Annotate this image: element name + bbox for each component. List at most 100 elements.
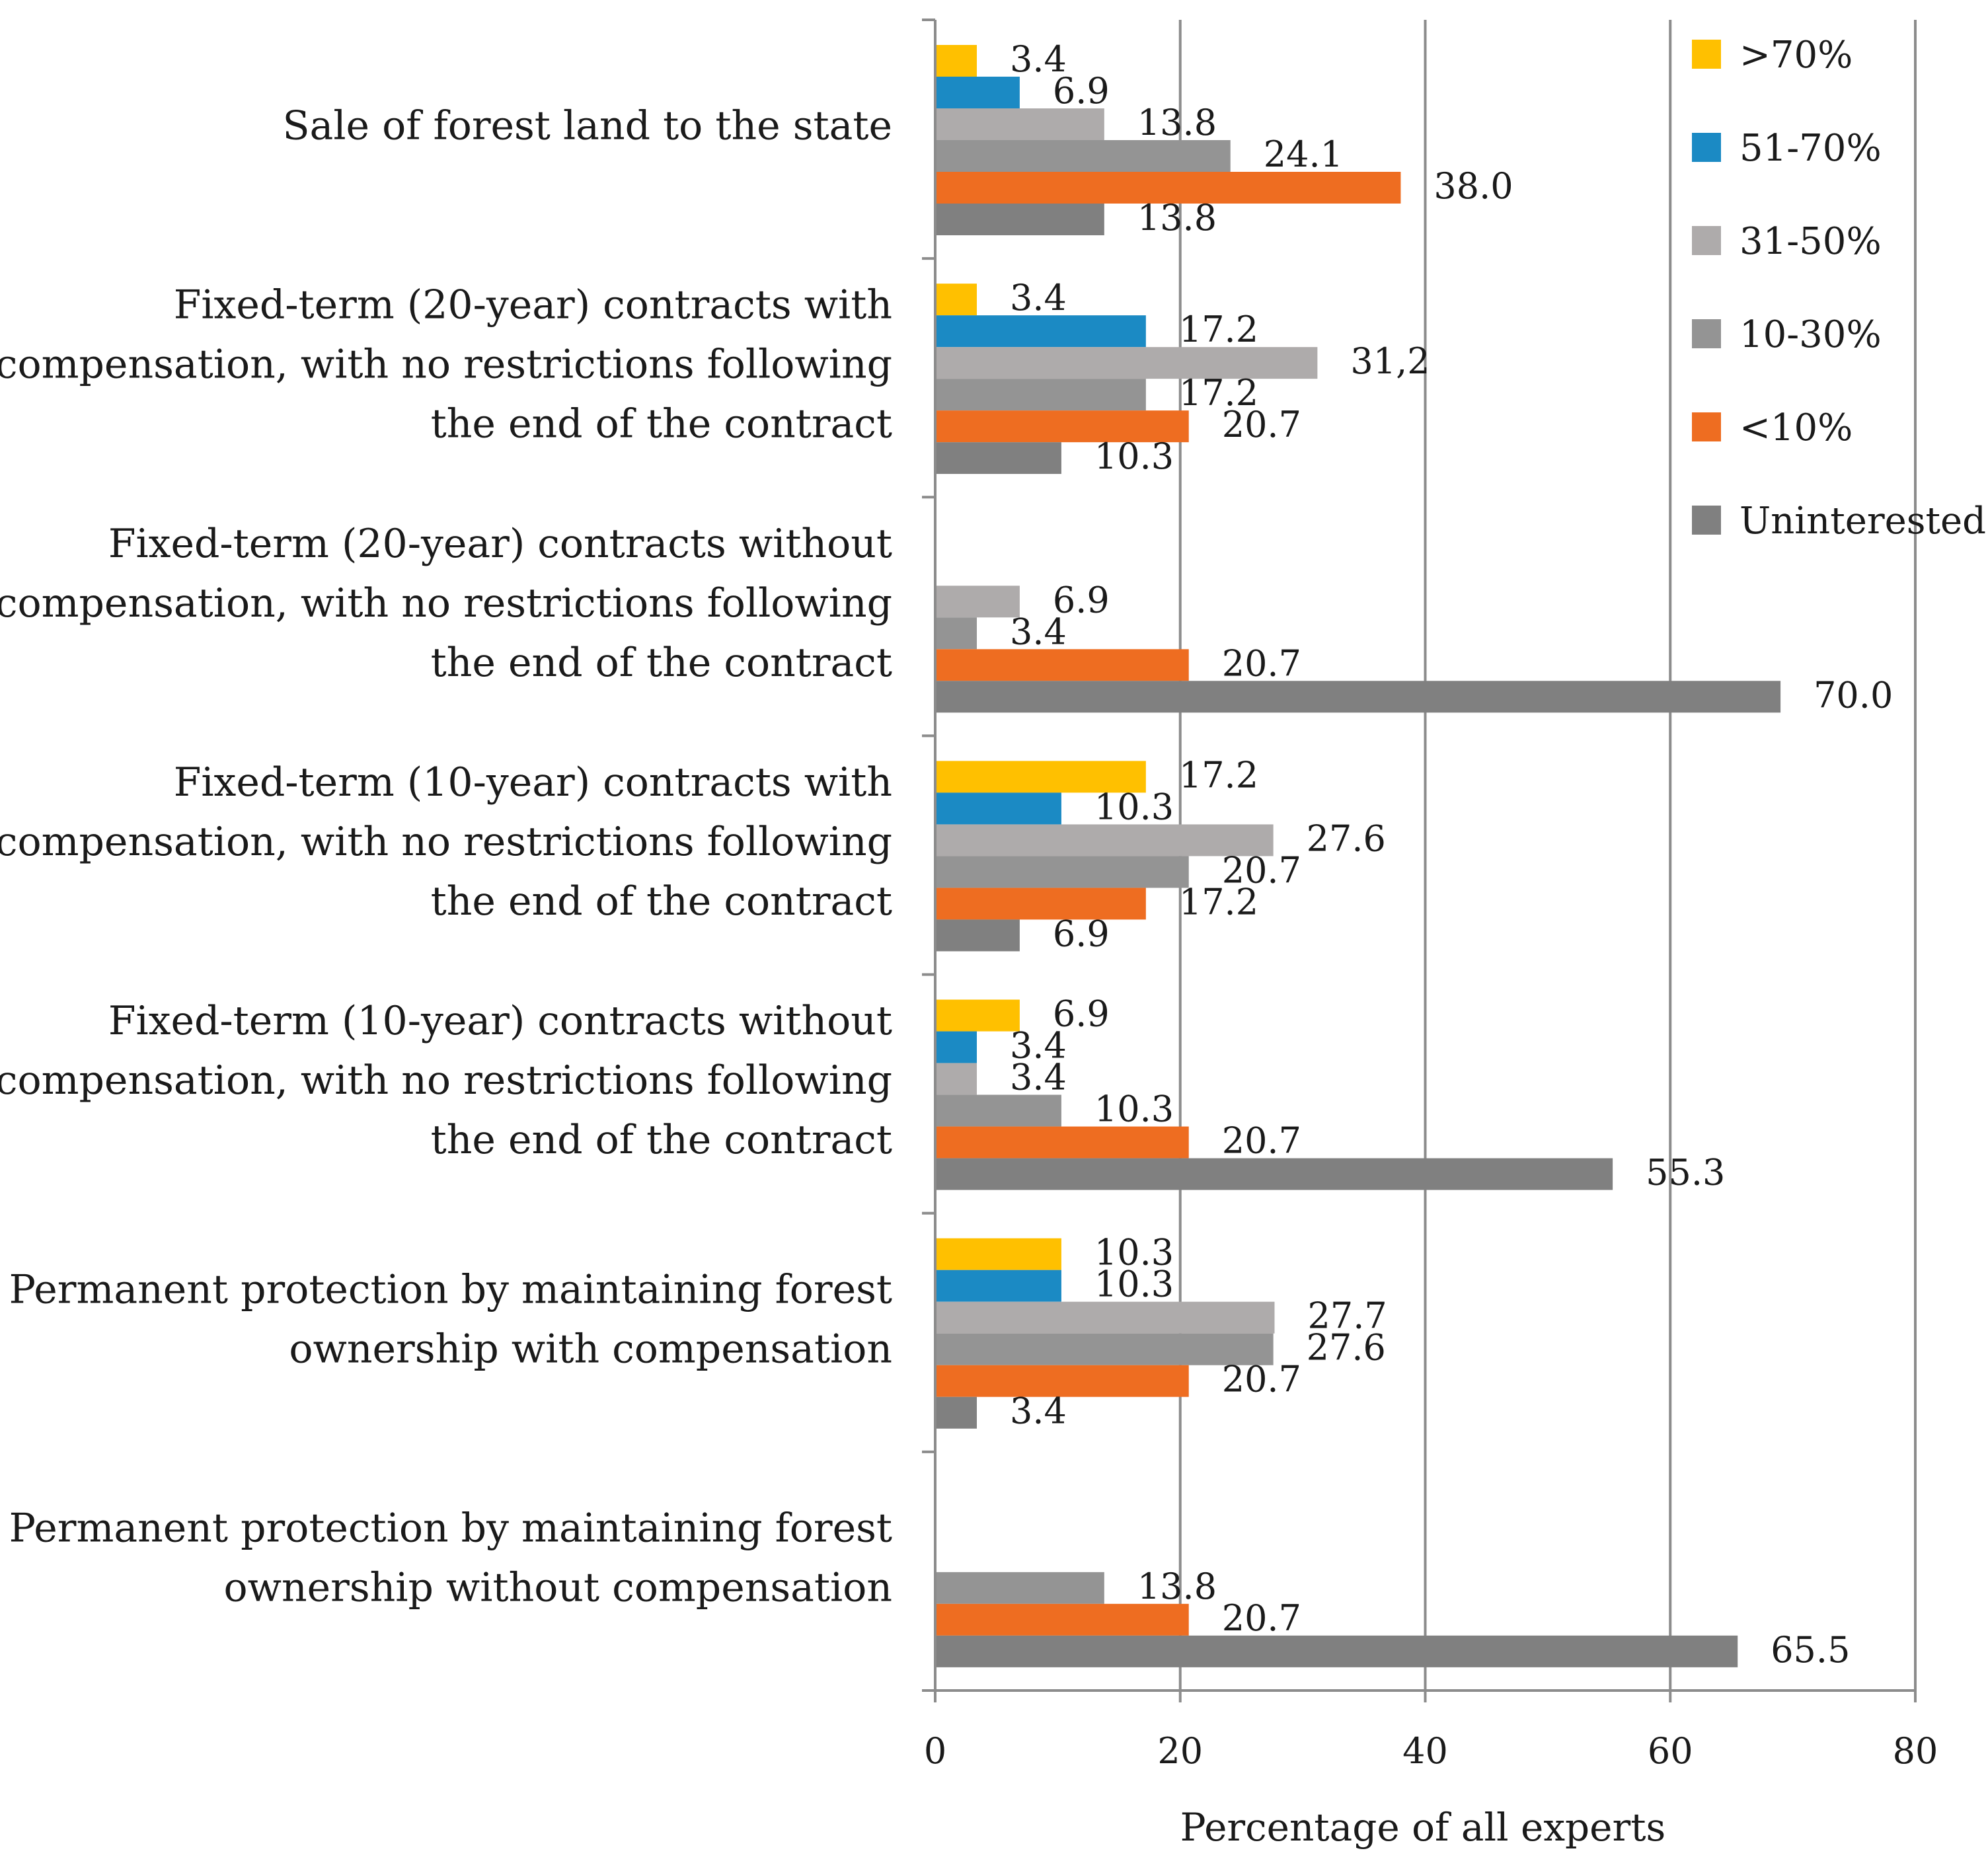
category-label-line: Permanent protection by maintaining fore… (9, 1505, 892, 1551)
data-label: 17.2 (1179, 309, 1258, 350)
bar (935, 617, 977, 650)
data-label: 20.7 (1222, 404, 1301, 445)
data-label: 27.7 (1307, 1295, 1387, 1337)
bar (935, 1094, 1061, 1127)
x-tick-label: 80 (1893, 1730, 1938, 1772)
bar (935, 1270, 1061, 1302)
data-label: 10.3 (1094, 1232, 1174, 1274)
category-label: Fixed-term (20-year) contracts without co… (0, 521, 892, 686)
category-label: Permanent protection by maintaining fore… (9, 1505, 892, 1611)
data-label: 3.4 (1010, 611, 1067, 652)
x-tick-label: 20 (1157, 1730, 1203, 1772)
legend-label: <10% (1740, 406, 1853, 449)
x-tick-label: 60 (1648, 1730, 1693, 1772)
data-label: 13.8 (1137, 102, 1217, 143)
data-label: 38.0 (1434, 165, 1513, 207)
data-label: 13.8 (1137, 197, 1217, 239)
category-label-line: Fixed-term (10-year) contracts with (174, 759, 892, 806)
legend-label: 10-30% (1740, 313, 1882, 356)
category-label-line: Fixed-term (20-year) contracts with (174, 282, 892, 328)
category-label-line: the end of the contract (431, 640, 892, 686)
bar (935, 410, 1189, 443)
data-label: 55.3 (1646, 1152, 1725, 1194)
bar (935, 140, 1231, 172)
x-axis-title: Percentage of all experts (1180, 1805, 1666, 1850)
bar (935, 919, 1020, 952)
data-label: 3.4 (1010, 1057, 1067, 1098)
data-label: 10.3 (1094, 1088, 1174, 1130)
legend-label: 31-50% (1740, 220, 1882, 263)
legend-swatch (1692, 319, 1721, 348)
bar (935, 586, 1020, 618)
bar (935, 1572, 1104, 1604)
x-tick-label: 0 (924, 1730, 946, 1772)
data-label: 20.7 (1222, 1359, 1301, 1400)
data-label: 6.9 (1053, 913, 1110, 954)
legend-label: >70% (1740, 34, 1853, 77)
bar (935, 856, 1189, 888)
bar (935, 824, 1274, 856)
category-label: Fixed-term (10-year) contracts without co… (0, 998, 892, 1163)
bar (935, 761, 1146, 793)
bar (935, 1635, 1738, 1667)
legend-swatch (1692, 226, 1721, 255)
bar (935, 1365, 1189, 1397)
bar (935, 108, 1104, 140)
category-label-line: compensation, with no restrictions follo… (0, 580, 892, 627)
bar (935, 681, 1781, 713)
bar (935, 649, 1189, 681)
bar (935, 172, 1401, 204)
category-label-line: the end of the contract (431, 878, 892, 925)
category-label-line: ownership without compensation (224, 1564, 892, 1611)
bar (935, 1238, 1061, 1270)
bar (935, 347, 1318, 379)
data-label: 6.9 (1053, 993, 1110, 1035)
bar (935, 1603, 1189, 1636)
category-label-line: Sale of forest land to the state (282, 103, 892, 149)
bar (935, 792, 1061, 825)
data-label: 3.4 (1010, 277, 1067, 319)
legend: >70% 51-70% 31-50% 10-30% <10% Uninterested (1692, 34, 1986, 543)
bars (935, 45, 1781, 1667)
data-labels: 3.46.913.824.138.013.83.417.231,217.220.… (1010, 38, 1893, 1671)
category-label: Permanent protection by maintaining fore… (9, 1266, 892, 1372)
category-label: Fixed-term (10-year) contracts with compe… (0, 759, 892, 925)
data-label: 20.7 (1222, 1120, 1301, 1162)
category-label-line: compensation, with no restrictions follo… (0, 342, 892, 388)
data-label: 6.9 (1053, 70, 1110, 112)
data-label: 3.4 (1010, 1390, 1067, 1432)
data-label: 10.3 (1094, 436, 1174, 477)
data-label: 13.8 (1137, 1566, 1217, 1607)
data-label: 3.4 (1010, 1025, 1067, 1067)
category-label-line: ownership with compensation (289, 1326, 892, 1372)
data-label: 3.4 (1010, 38, 1067, 80)
data-label: 6.9 (1053, 579, 1110, 621)
legend-swatch (1692, 412, 1721, 441)
data-label: 17.2 (1179, 372, 1258, 414)
category-label: Fixed-term (20-year) contracts with compe… (0, 282, 892, 447)
bar (935, 1158, 1613, 1190)
category-label-line: Permanent protection by maintaining fore… (9, 1266, 892, 1312)
data-label: 17.2 (1179, 754, 1258, 796)
data-label: 65.5 (1771, 1629, 1850, 1671)
data-label: 10.3 (1094, 1264, 1174, 1305)
bar (935, 1063, 977, 1095)
bar (935, 77, 1020, 108)
category-label-line: the end of the contract (431, 401, 892, 447)
bar (935, 204, 1104, 235)
bar (935, 442, 1061, 475)
bar (935, 379, 1146, 411)
category-label-line: Fixed-term (20-year) contracts without (108, 521, 892, 567)
category-label-line: compensation, with no restrictions follo… (0, 819, 892, 865)
legend-label: 51-70% (1740, 127, 1882, 170)
data-label: 70.0 (1814, 674, 1893, 716)
category-label: Sale of forest land to the state (282, 103, 892, 149)
bar (935, 1396, 977, 1429)
data-label: 27.6 (1307, 1327, 1386, 1369)
category-label-line: Fixed-term (10-year) contracts without (108, 998, 892, 1044)
data-label: 31,2 (1350, 340, 1430, 382)
data-label: 27.6 (1307, 817, 1386, 859)
bar (935, 1333, 1274, 1365)
bar (935, 999, 1020, 1032)
